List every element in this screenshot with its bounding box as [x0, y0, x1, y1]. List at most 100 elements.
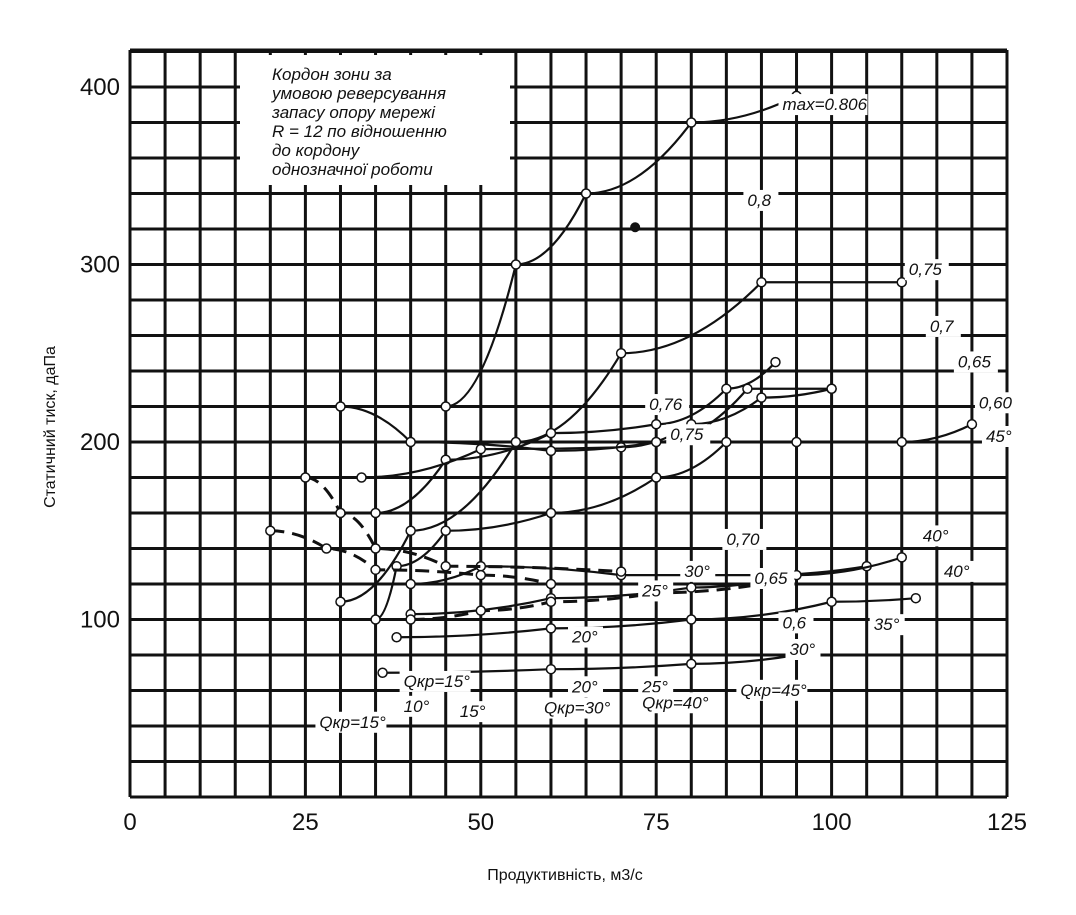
curve-label-bg [953, 351, 998, 373]
data-point [300, 472, 311, 483]
curve-label: Qкр=30° [544, 699, 611, 718]
curve-label-bg [539, 697, 611, 719]
data-point [896, 552, 908, 563]
series-line [410, 582, 762, 621]
data-point [686, 614, 697, 625]
data-point [650, 419, 662, 430]
data-point [356, 472, 367, 483]
data-point [896, 436, 908, 448]
x-tick-label: 125 [987, 809, 1027, 836]
curve-label: 25° [641, 581, 668, 600]
curve-label-bg [939, 560, 975, 582]
curve-label: 0,70 [726, 530, 760, 549]
max-efficiency-point [630, 222, 641, 233]
curve-label-bg [743, 189, 779, 211]
data-point [370, 543, 381, 554]
curve-label-bg [904, 259, 949, 281]
data-point [510, 436, 522, 448]
curve-label: 0,6 [782, 613, 806, 632]
x-axis-ticks: 0 25 50 75 100 125 [123, 809, 1027, 836]
curve-label-bg [785, 639, 821, 660]
data-point [742, 383, 753, 394]
data-point [966, 419, 978, 430]
data-point [391, 632, 402, 643]
annotation-line: Кордон зони за [272, 65, 392, 84]
data-point [580, 188, 592, 199]
data-point [475, 605, 487, 616]
curve-label: 20° [571, 628, 598, 647]
curve-label: 30° [684, 562, 710, 581]
data-point [335, 507, 346, 519]
annotation-line: умовою реверсування [271, 84, 446, 103]
annotation-line: запасу опору мережі [271, 103, 436, 122]
curve-label: 0,65 [958, 352, 992, 371]
curve-label-bg [778, 94, 868, 116]
data-point [545, 596, 557, 607]
curve-label-bg [722, 528, 767, 550]
data-point [791, 436, 802, 448]
data-point [440, 401, 451, 412]
data-point [377, 667, 388, 678]
curve-label: 0,75 [909, 260, 943, 279]
y-tick-label: 100 [80, 607, 120, 634]
curve-label: Qкр=45° [740, 681, 807, 700]
data-point [756, 277, 767, 288]
y-tick-label: 300 [80, 252, 120, 279]
data-point [545, 507, 557, 519]
data-point [545, 427, 557, 439]
data-point [510, 259, 522, 270]
data-point [405, 525, 416, 536]
x-tick-label: 50 [467, 809, 494, 836]
curve-label: 40° [923, 526, 949, 545]
y-tick-label: 200 [80, 429, 120, 456]
curve-label-bg [666, 424, 711, 446]
curve-label-bg [645, 394, 690, 416]
curve-label: 15° [460, 702, 486, 721]
data-point [686, 117, 697, 128]
curve-label: 25° [641, 677, 668, 696]
curve-label-bg [399, 695, 435, 717]
curve-label: 40° [944, 562, 970, 581]
data-point [910, 592, 922, 604]
characteristic-curves [265, 90, 978, 678]
y-axis-title: Статичний тиск, даПа [42, 346, 59, 508]
curve-label-bg [750, 568, 795, 589]
data-point [370, 507, 381, 519]
data-point [650, 436, 662, 448]
data-point [440, 561, 451, 572]
x-tick-label: 25 [292, 809, 319, 836]
data-point [545, 623, 557, 634]
curve-labels: max=0.8060,80,750,70,650,600,760,750,700… [315, 94, 1019, 733]
data-point [321, 543, 332, 554]
curve-label-bg [918, 525, 954, 547]
data-point [721, 383, 732, 394]
chart-annotation: Кордон зони за умовою реверсування запасу … [271, 65, 447, 179]
curve-label: 35° [874, 615, 900, 634]
data-point [335, 596, 346, 607]
data-point [686, 582, 697, 593]
curve-label: 10° [404, 697, 430, 716]
data-point [545, 578, 557, 590]
curve-label-bg [974, 392, 1019, 414]
curve-label: 0,75 [670, 425, 704, 444]
data-point [370, 564, 381, 576]
curve-label: Qкр=15° [319, 713, 386, 732]
data-point [826, 383, 837, 394]
annotation-box [240, 55, 510, 185]
data-point [405, 614, 416, 625]
curve-label: 0,7 [930, 317, 954, 336]
curve-label-bg [778, 612, 814, 634]
data-point [405, 578, 416, 590]
curve-label-bg [568, 626, 604, 648]
series-line [396, 597, 916, 639]
curve-label: Qкр=15° [404, 672, 471, 691]
annotation-line: R = 12 по відношенню [272, 122, 447, 141]
annotation-line: однозначної роботи [272, 160, 433, 179]
data-point [896, 277, 908, 288]
curve-label-bg [638, 692, 710, 714]
x-tick-label: 75 [643, 809, 670, 836]
curve-label: 45° [986, 427, 1012, 446]
curve-label-bg [869, 614, 905, 636]
curve-label-bg [981, 426, 1017, 447]
